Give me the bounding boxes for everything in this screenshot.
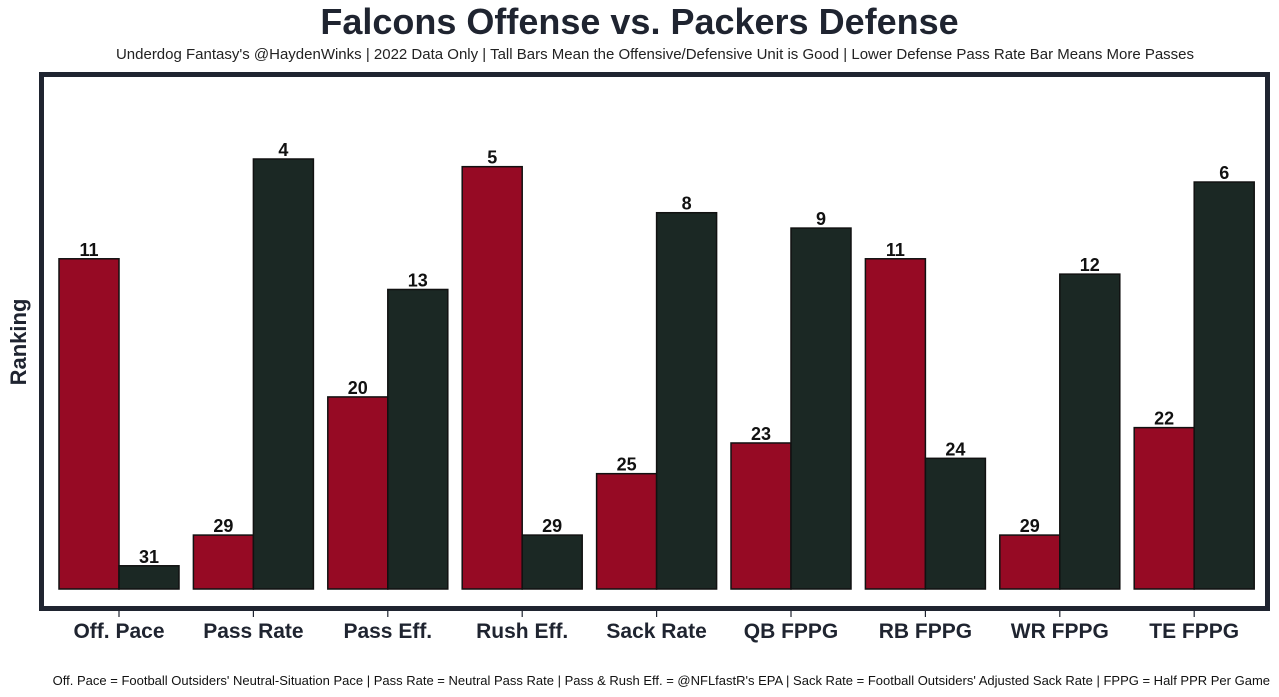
chart-title: Falcons Offense vs. Packers Defense bbox=[320, 1, 959, 42]
defense-bar-te-fppg bbox=[1193, 181, 1255, 590]
footnote-caption: Off. Pace = Football Outsiders' Neutral-… bbox=[52, 673, 1270, 688]
data-label: 29 bbox=[213, 516, 233, 536]
data-label: 9 bbox=[816, 209, 826, 229]
data-label: 13 bbox=[408, 270, 428, 290]
offense-bar-pass-eff bbox=[327, 396, 389, 590]
data-label: 29 bbox=[542, 516, 562, 536]
defense-bar-qb-fppg bbox=[790, 227, 852, 590]
plot-frame bbox=[39, 72, 1270, 611]
defense-bar-rush-eff bbox=[521, 534, 583, 590]
bars-group bbox=[58, 158, 1255, 590]
offense-bar-rush-eff bbox=[461, 165, 523, 590]
x-tick-label: QB FPPG bbox=[744, 620, 839, 643]
defense-bar-pass-rate bbox=[252, 158, 315, 590]
x-tick-label: Off. Pace bbox=[73, 620, 164, 643]
data-label: 31 bbox=[139, 547, 159, 567]
data-label: 20 bbox=[348, 378, 368, 398]
defense-bar-off-pace bbox=[118, 565, 180, 590]
defense-bar-sack-rate bbox=[655, 211, 718, 590]
offense-bar-rb-fppg bbox=[864, 258, 927, 590]
defense-bar-pass-eff bbox=[387, 288, 449, 590]
data-label: 25 bbox=[617, 455, 637, 475]
x-tick-label: TE FPPG bbox=[1149, 620, 1239, 643]
data-label: 23 bbox=[751, 424, 771, 444]
offense-bar-pass-rate bbox=[192, 534, 255, 590]
data-label: 4 bbox=[278, 140, 288, 160]
x-tick-label: RB FPPG bbox=[879, 620, 972, 643]
defense-bar-wr-fppg bbox=[1059, 273, 1121, 590]
x-tick-label: Pass Eff. bbox=[343, 620, 432, 643]
offense-bar-te-fppg bbox=[1133, 426, 1195, 590]
chart-subtitle: Underdog Fantasy's @HaydenWinks | 2022 D… bbox=[115, 46, 1195, 63]
x-tick-label: Rush Eff. bbox=[476, 620, 568, 643]
defense-bar-rb-fppg bbox=[924, 457, 987, 590]
x-tick-label: Sack Rate bbox=[606, 620, 706, 643]
data-label: 8 bbox=[682, 194, 692, 214]
data-label: 24 bbox=[945, 439, 965, 459]
offense-bar-qb-fppg bbox=[730, 442, 792, 590]
data-label: 6 bbox=[1219, 163, 1229, 183]
data-label: 11 bbox=[79, 240, 98, 260]
x-tick-label: WR FPPG bbox=[1011, 620, 1109, 643]
bar-labels-group: 11 31 29 4 20 13 5 29 25 8 23 9 11 24 29 12 22 6 bbox=[79, 140, 1229, 567]
data-label: 5 bbox=[487, 148, 497, 168]
data-label: 29 bbox=[1020, 516, 1040, 536]
data-label: 12 bbox=[1080, 255, 1100, 275]
x-tick-label: Pass Rate bbox=[203, 620, 303, 643]
offense-bar-wr-fppg bbox=[999, 534, 1061, 590]
offense-bar-sack-rate bbox=[595, 472, 658, 590]
x-ticks-group: Off. Pace Pass Rate Pass Eff. Rush Eff. Sack… bbox=[73, 611, 1239, 643]
data-label: 11 bbox=[886, 240, 905, 260]
offense-bar-off-pace bbox=[58, 258, 120, 590]
data-label: 22 bbox=[1154, 409, 1174, 429]
